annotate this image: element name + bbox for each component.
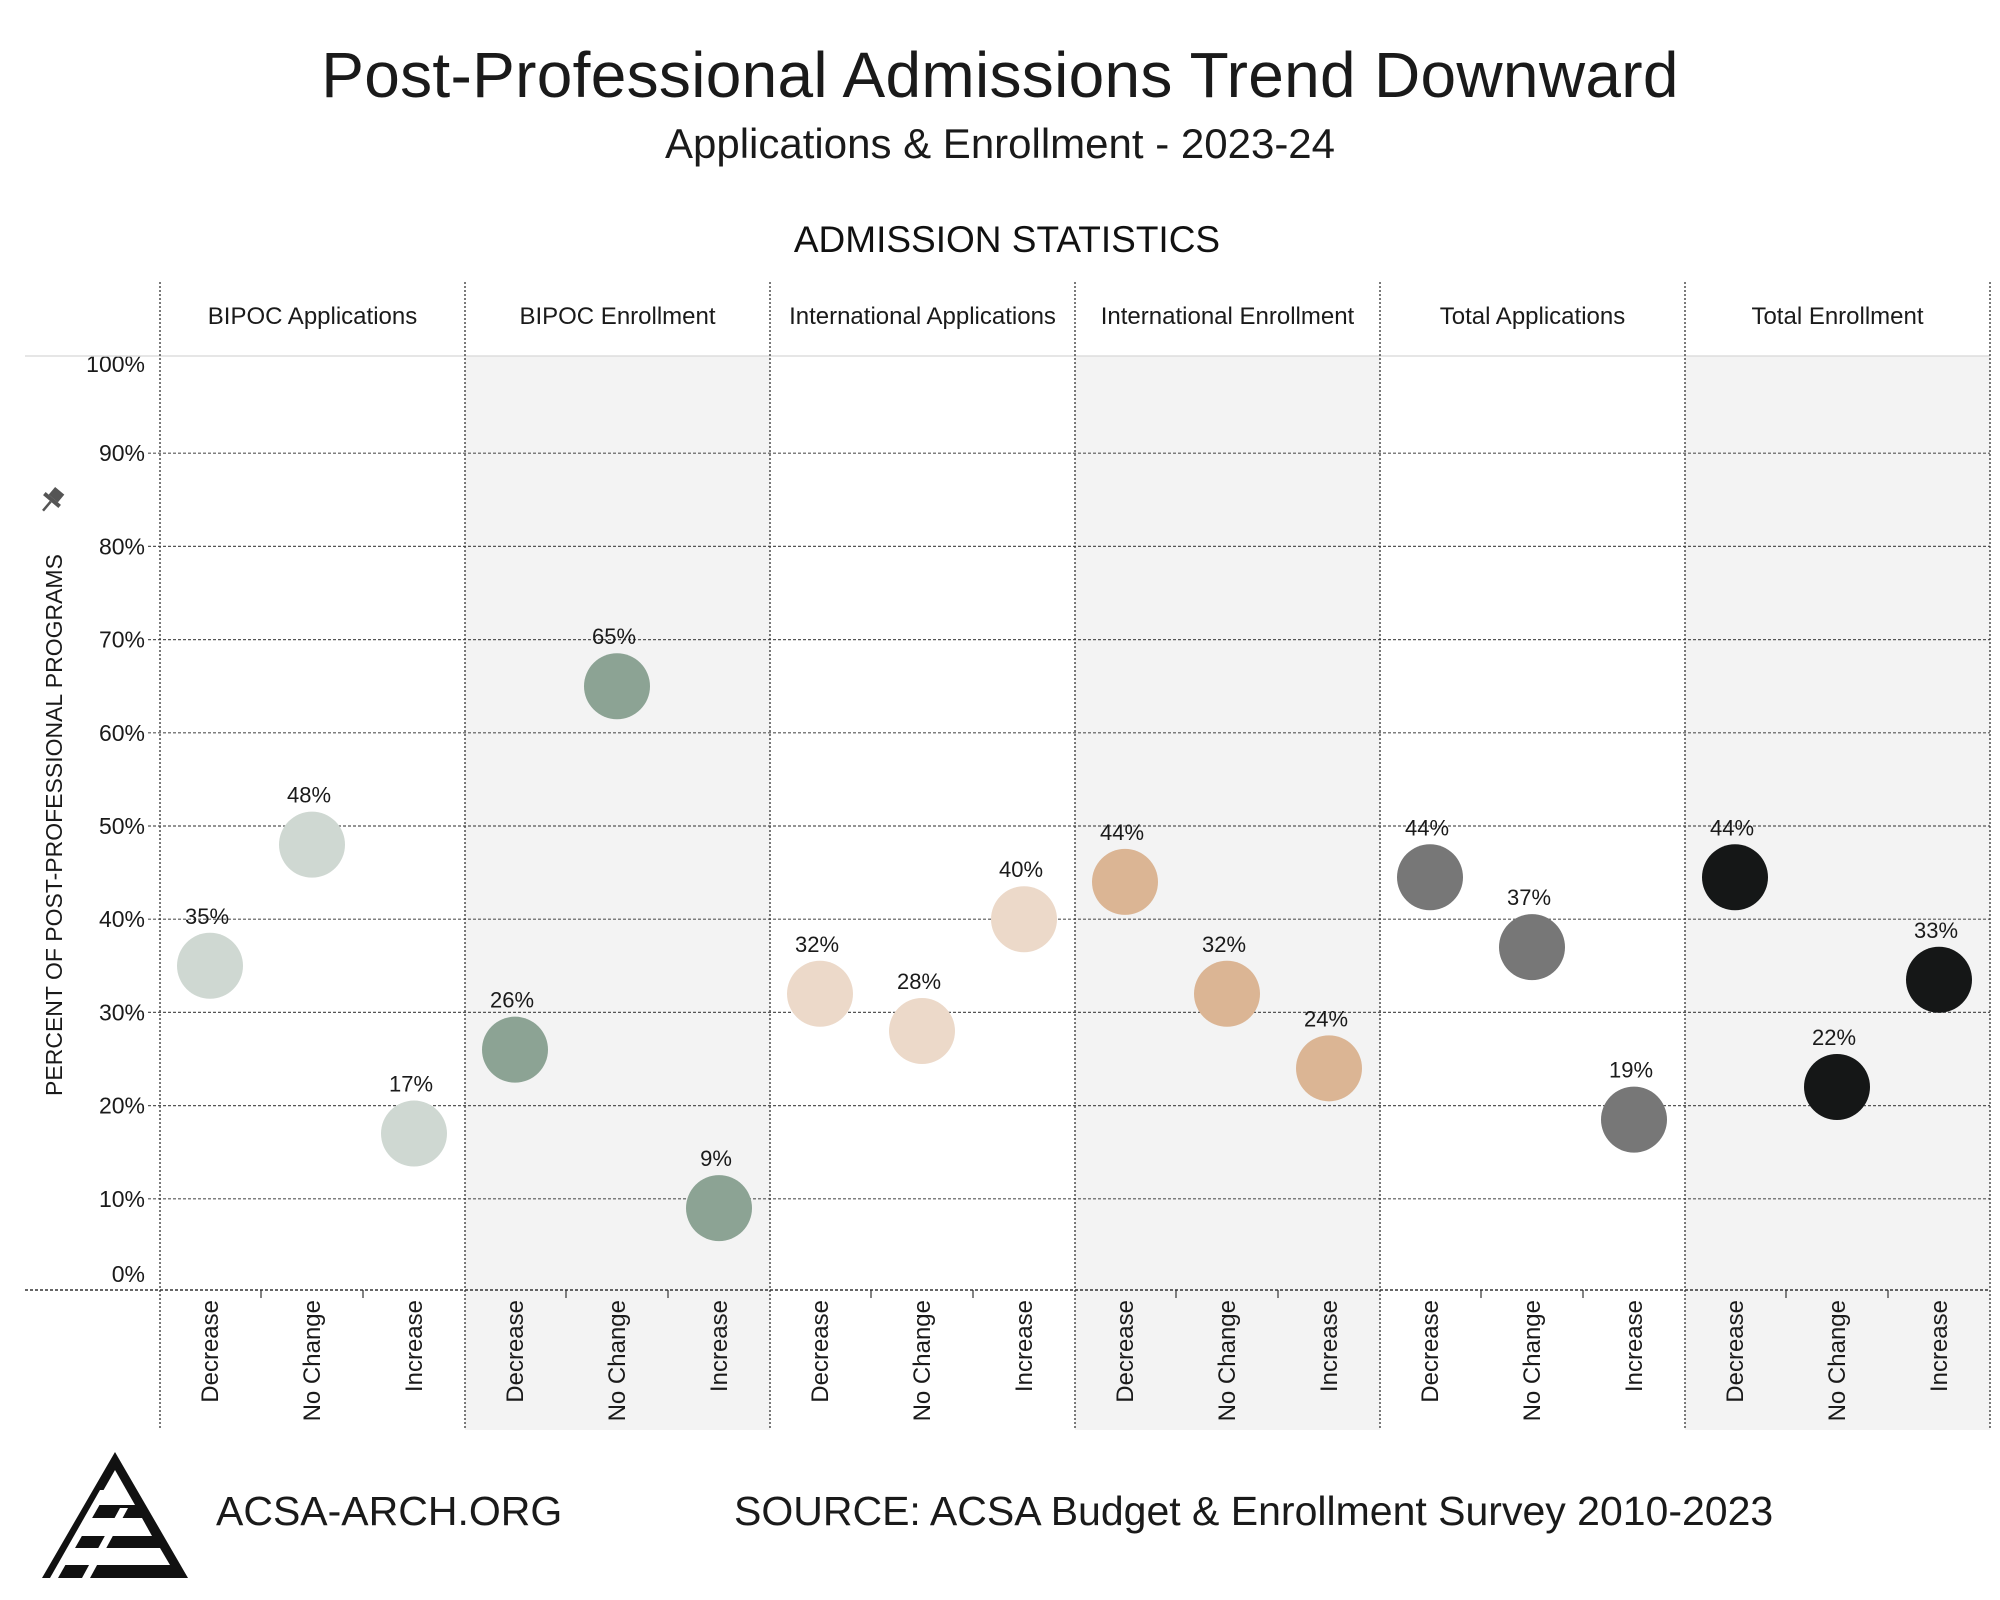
data-label: 17% (389, 1072, 433, 1097)
x-tick-label: No Change (1519, 1300, 1546, 1421)
site-label[interactable]: ACSA-ARCH.ORG (216, 1488, 563, 1534)
pin-icon[interactable] (35, 484, 67, 517)
data-label: 40% (999, 857, 1043, 882)
data-point (1296, 1035, 1362, 1102)
data-point (991, 886, 1057, 953)
y-tick-label: 70% (99, 627, 145, 653)
data-point (381, 1100, 447, 1167)
x-tick-label: Increase (401, 1300, 428, 1392)
data-point (177, 932, 243, 999)
x-tick-label: No Change (1824, 1300, 1851, 1421)
data-label: 26% (490, 988, 534, 1013)
panel-header: BIPOC Enrollment (519, 303, 715, 330)
data-label: 44% (1405, 815, 1449, 840)
data-label: 9% (700, 1146, 732, 1171)
section-title: ADMISSION STATISTICS (794, 219, 1220, 260)
admission-statistics-chart: 0% 10% 20% 30% 40% 50% 60% 70% 80% 90% 100% ADMISSI… (25, 219, 1991, 1430)
data-point (1092, 848, 1158, 915)
data-label: 24% (1304, 1006, 1348, 1031)
x-tick-label: Decrease (502, 1300, 529, 1403)
panel-header: International Applications (789, 303, 1056, 330)
y-tick-label: 50% (99, 813, 145, 839)
x-tick-label: Increase (706, 1300, 733, 1392)
chart-subtitle: Applications & Enrollment - 2023-24 (664, 120, 1336, 167)
data-point (279, 811, 345, 878)
panel-header: Total Enrollment (1751, 303, 1923, 330)
chart-title: Post-Professional Admissions Trend Downw… (321, 39, 1679, 111)
data-label: 33% (1914, 918, 1958, 943)
panel-background (465, 356, 770, 1430)
y-tick-label: 60% (99, 720, 145, 746)
data-point (584, 653, 650, 720)
data-point (1906, 946, 1972, 1013)
x-tick-label: Increase (1621, 1300, 1648, 1392)
panel-header: International Enrollment (1101, 303, 1355, 330)
data-label: 32% (1202, 932, 1246, 957)
data-point (482, 1016, 548, 1083)
data-point (686, 1175, 752, 1242)
x-tick-label: Increase (1926, 1300, 1953, 1392)
panel-header: BIPOC Applications (208, 303, 417, 330)
data-point (1804, 1053, 1870, 1120)
y-tick-label: 80% (99, 533, 145, 559)
y-tick-label: 90% (99, 440, 145, 466)
data-point (889, 998, 955, 1065)
x-tick-label: Decrease (1722, 1300, 1749, 1403)
data-point (1702, 844, 1768, 911)
data-point (1601, 1086, 1667, 1153)
data-point (1397, 844, 1463, 911)
data-point (787, 960, 853, 1027)
y-tick-label: 40% (99, 906, 145, 932)
data-label: 32% (795, 932, 839, 957)
x-tick-label: Decrease (1417, 1300, 1444, 1403)
data-label: 35% (185, 904, 229, 929)
x-tick-label: No Change (299, 1300, 326, 1421)
y-tick-label: 100% (86, 351, 145, 377)
data-label: 37% (1507, 885, 1551, 910)
data-label: 22% (1812, 1025, 1856, 1050)
x-tick-label: Decrease (807, 1300, 834, 1403)
acsa-logo-icon (42, 1452, 188, 1578)
data-label: 28% (897, 969, 941, 994)
data-label: 44% (1710, 815, 1754, 840)
data-point (1499, 914, 1565, 981)
x-tick-label: Decrease (197, 1300, 224, 1403)
y-tick-label: 20% (99, 1093, 145, 1119)
panel-header: Total Applications (1440, 303, 1625, 330)
x-tick-label: No Change (909, 1300, 936, 1421)
y-axis-title: PERCENT OF POST-PROFESSIONAL PROGRAMS (41, 554, 67, 1096)
y-tick-label: 30% (99, 999, 145, 1025)
x-tick-label: Decrease (1112, 1300, 1139, 1403)
data-point (1194, 960, 1260, 1027)
source-label: SOURCE: ACSA Budget & Enrollment Survey … (734, 1488, 1774, 1534)
x-tick-label: Increase (1316, 1300, 1343, 1392)
data-label: 65% (592, 624, 636, 649)
y-tick-label: 10% (99, 1186, 145, 1212)
data-label: 48% (287, 783, 331, 808)
data-label: 44% (1100, 820, 1144, 845)
y-tick-label: 0% (112, 1261, 145, 1287)
x-tick-label: No Change (604, 1300, 631, 1421)
x-tick-label: Increase (1011, 1300, 1038, 1392)
x-tick-label: No Change (1214, 1300, 1241, 1421)
data-label: 19% (1609, 1058, 1653, 1083)
